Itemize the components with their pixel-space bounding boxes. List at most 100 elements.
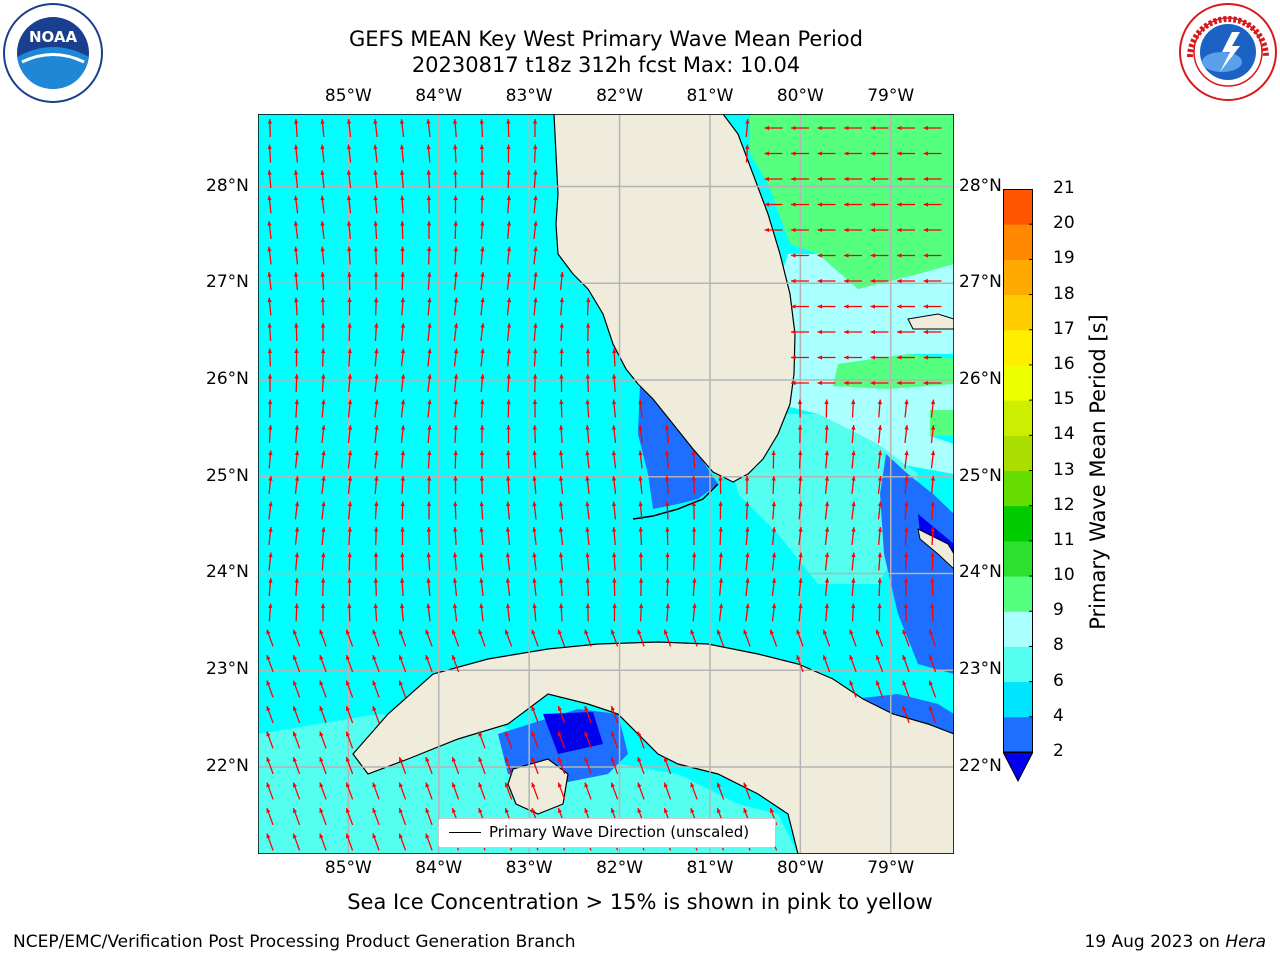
wave-arrow	[293, 220, 299, 240]
colorbar-tick-label: 4	[1053, 705, 1064, 726]
wave-arrow	[426, 169, 431, 189]
wave-arrow	[844, 227, 862, 233]
longitude-label: 83°W	[505, 86, 553, 106]
wave-arrow	[400, 475, 405, 495]
latitude-label: 24°N	[959, 562, 1002, 583]
wave-arrow	[479, 475, 484, 495]
wave-arrow	[904, 552, 909, 571]
wave-arrow	[294, 603, 299, 622]
wave-arrow	[506, 271, 512, 291]
wave-arrow	[531, 705, 539, 724]
wave-arrow	[346, 220, 352, 240]
latitude-label: 26°N	[206, 369, 249, 389]
wave-arrow	[870, 202, 889, 207]
wave-arrow	[718, 603, 724, 622]
colorbar-band	[1003, 646, 1033, 683]
wave-arrow	[665, 603, 671, 622]
wave-arrow	[745, 552, 750, 571]
wave-arrow	[611, 450, 617, 469]
wave-arrow	[764, 227, 783, 233]
wave-arrow	[692, 603, 697, 622]
wave-arrow	[453, 475, 458, 495]
wave-arrow	[453, 322, 459, 342]
wave-arrow	[506, 220, 512, 240]
colorbar-tick-label: 20	[1053, 213, 1075, 234]
longitude-label: 84°W	[415, 86, 463, 106]
wave-arrow	[400, 424, 406, 444]
wave-arrow	[663, 782, 672, 800]
wave-arrow	[796, 654, 804, 673]
wave-arrow	[851, 475, 856, 495]
wave-arrow	[533, 246, 538, 265]
wave-arrow	[374, 348, 379, 367]
wave-arrow	[844, 151, 862, 156]
wave-arrow	[585, 450, 590, 469]
wave-arrow	[930, 526, 935, 546]
wave-arrow	[532, 424, 537, 444]
wave-arrow	[612, 577, 617, 597]
wave-arrow	[267, 348, 273, 367]
wave-arrow	[718, 501, 723, 520]
wave-arrow	[294, 373, 299, 393]
wave-arrow	[611, 424, 617, 444]
wave-arrow	[923, 329, 942, 335]
wave-arrow	[425, 782, 433, 800]
wave-arrow	[294, 348, 299, 367]
wave-arrow	[266, 705, 274, 724]
colorbar-band	[1003, 540, 1033, 577]
wave-arrow	[373, 169, 378, 189]
wave-arrow	[453, 450, 458, 469]
wave-arrow	[400, 195, 405, 214]
wave-arrow	[425, 756, 433, 775]
wave-arrow	[764, 176, 783, 182]
latitude-label: 28°N	[959, 175, 1002, 196]
longitude-label: 79°W	[867, 86, 915, 106]
wave-arrow	[817, 355, 836, 360]
wave-arrow	[923, 253, 942, 258]
wave-arrow	[585, 424, 590, 444]
wave-arrow	[347, 297, 352, 316]
wave-arrow	[321, 552, 326, 571]
wave-arrow	[427, 399, 432, 418]
colorbar	[1003, 189, 1033, 783]
wave-arrow	[771, 501, 777, 520]
legend-line-swatch	[449, 832, 481, 833]
wave-arrow	[877, 552, 883, 571]
wave-arrow	[373, 246, 379, 265]
latitude-label: 25°N	[206, 465, 249, 486]
wave-arrow	[531, 629, 539, 647]
wave-arrow	[797, 399, 803, 418]
wave-arrow	[347, 424, 353, 444]
wave-arrow	[532, 501, 537, 520]
wave-arrow	[851, 526, 856, 546]
wave-arrow	[798, 475, 803, 495]
wave-arrow	[796, 629, 804, 647]
wave-arrow	[267, 322, 272, 342]
wave-arrow	[374, 373, 379, 393]
wave-arrow	[533, 144, 538, 163]
wave-arrow	[398, 654, 407, 673]
wave-arrow	[347, 526, 352, 546]
wave-arrow	[690, 782, 698, 800]
wave-arrow	[897, 176, 915, 182]
wave-arrow	[480, 246, 485, 265]
wave-arrow	[267, 195, 272, 214]
wave-arrow	[267, 118, 273, 138]
wave-arrow	[844, 329, 862, 335]
wave-arrow	[791, 380, 809, 386]
wave-arrow	[400, 399, 406, 418]
wave-arrow	[425, 833, 433, 851]
wave-arrow	[373, 271, 379, 291]
wave-arrow	[453, 220, 458, 240]
wave-arrow	[584, 782, 592, 800]
wave-arrow	[426, 526, 432, 546]
wave-arrow	[478, 629, 486, 647]
wave-arrow	[319, 756, 327, 775]
wave-arrow	[292, 629, 301, 647]
longitude-label: 79°W	[867, 858, 915, 878]
wave-arrow	[849, 654, 857, 673]
wave-arrow	[453, 501, 458, 520]
legend-label: Primary Wave Direction (unscaled)	[489, 823, 750, 841]
wave-arrow	[399, 169, 405, 189]
wave-arrow	[533, 271, 538, 291]
